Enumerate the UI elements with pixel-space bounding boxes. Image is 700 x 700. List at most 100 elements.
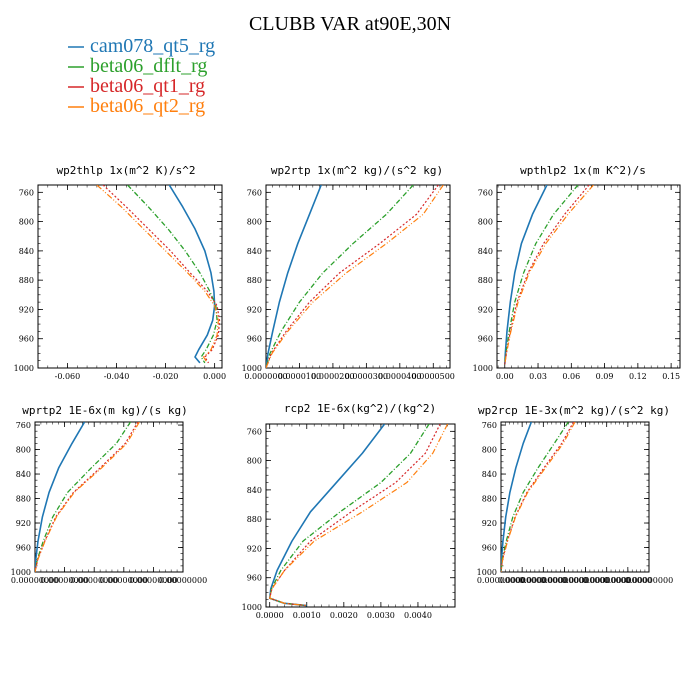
series-line-cam078_qt5_rg: [501, 422, 533, 572]
x-tick-label: 0.0000400: [378, 372, 421, 381]
x-tick-label: 0.00000000: [582, 576, 630, 585]
plot-frame: [34, 421, 184, 573]
panel-wp2rtp: wp2rtp 1x(m^2 kg)/(s^2 kg) 760 800 840 880 92…: [242, 164, 455, 381]
y-tick-label: 840: [478, 247, 493, 256]
y-tick-label: 1000: [11, 568, 31, 577]
x-tick-label: 0.0000: [256, 611, 284, 620]
series-line-cam078_qt5_rg: [168, 185, 216, 364]
x-tick-label: 0.00000000: [477, 576, 525, 585]
panel-wpthlp2: wpthlp2 1x(m K^2)/s 760 800 840 880 920 960 100…: [473, 164, 681, 381]
y-tick-label: 840: [16, 470, 31, 479]
y-tick-label: 760: [478, 188, 493, 197]
x-tick-label: 0.00000000: [604, 576, 652, 585]
series-line-cam078_qt5_rg: [268, 424, 386, 607]
x-tick-label: 0.15: [662, 372, 680, 381]
series-line-beta06_dflt_rg: [266, 185, 414, 368]
y-tick-label: 1000: [473, 364, 493, 373]
x-tick-label: 0.12: [629, 372, 647, 381]
series-line-beta06_qt1_rg: [35, 422, 139, 572]
series-line-cam078_qt5_rg: [266, 185, 322, 368]
y-tick-label: 840: [482, 470, 497, 479]
series-line-beta06_dflt_rg: [127, 185, 218, 364]
y-tick-label: 840: [19, 247, 34, 256]
series-line-beta06_qt2_rg: [35, 422, 140, 572]
x-tick-label: 0.0000300: [345, 372, 388, 381]
x-tick-label: 0.00000000: [11, 576, 59, 585]
series-line-cam078_qt5_rg: [503, 185, 548, 365]
series-line-beta06_qt1_rg: [269, 424, 441, 607]
y-tick-label: 1000: [242, 603, 262, 612]
y-tick-label: 880: [247, 276, 262, 285]
y-tick-label: 840: [247, 247, 262, 256]
series-line-beta06_qt2_rg: [504, 185, 594, 365]
figure-title: CLUBB VAR at90E,30N: [249, 13, 451, 35]
x-tick-label: 0.00000000: [40, 576, 88, 585]
x-tick-label: 0.00000000: [100, 576, 148, 585]
y-tick-label: 760: [247, 427, 262, 436]
x-tick-label: 0.00000000: [519, 576, 567, 585]
x-tick-label: 0.0030: [367, 611, 395, 620]
series-line-beta06_dflt_rg: [35, 422, 132, 572]
y-tick-label: 960: [247, 574, 262, 583]
series-line-beta06_qt1_rg: [102, 185, 221, 364]
x-tick-label: 0.00000000: [498, 576, 546, 585]
y-tick-label: 800: [247, 218, 262, 227]
y-tick-label: 800: [478, 218, 493, 227]
y-tick-label: 920: [482, 519, 497, 528]
x-tick-label: 0.00000000: [561, 576, 609, 585]
y-tick-label: 840: [247, 486, 262, 495]
y-tick-label: 880: [19, 276, 34, 285]
x-tick-label: 0.0000200: [311, 372, 354, 381]
panel-rcp2: rcp2 1E-6x(kg^2)/(kg^2) 760 800 840 880 920 96…: [242, 402, 456, 620]
x-tick-label: 0.00: [496, 372, 514, 381]
y-tick-label: 960: [16, 544, 31, 553]
series-line-beta06_dflt_rg: [501, 422, 569, 572]
series-line-beta06_qt1_rg: [501, 422, 575, 572]
plot-frame: [265, 423, 456, 608]
y-tick-label: 920: [247, 305, 262, 314]
y-tick-label: 880: [16, 495, 31, 504]
plot-frame: [37, 184, 223, 369]
y-tick-label: 800: [19, 218, 34, 227]
legend: cam078_qt5_rgbeta06_dflt_rgbeta06_qt1_rg…: [68, 35, 215, 117]
y-tick-label: 1000: [14, 364, 34, 373]
legend-label-beta06_qt2_rg: beta06_qt2_rg: [90, 95, 205, 117]
panel-wp2rcp: wp2rcp 1E-3x(m^2 kg)/(s^2 kg) 760 800 840 88…: [477, 404, 674, 585]
y-tick-label: 960: [247, 335, 262, 344]
x-tick-label: -0.040: [104, 372, 130, 381]
y-tick-label: 920: [478, 305, 493, 314]
y-tick-label: 880: [482, 495, 497, 504]
panel-title: wp2rtp 1x(m^2 kg)/(s^2 kg): [271, 164, 443, 177]
x-tick-label: 0.00000000: [540, 576, 588, 585]
x-tick-label: 0.03: [529, 372, 547, 381]
x-tick-label: 0.00000000: [625, 576, 673, 585]
x-tick-label: 0.0020: [330, 611, 358, 620]
series-line-beta06_qt2_rg: [266, 185, 444, 368]
y-tick-label: 920: [16, 519, 31, 528]
y-tick-label: 920: [19, 305, 34, 314]
y-tick-label: 960: [19, 335, 34, 344]
panel-title: wpthlp2 1x(m K^2)/s: [520, 164, 646, 177]
series-line-cam078_qt5_rg: [35, 422, 86, 572]
y-tick-label: 760: [482, 421, 497, 430]
x-tick-label: 0.09: [596, 372, 614, 381]
x-tick-label: 0.00000000: [70, 576, 118, 585]
series-line-beta06_qt1_rg: [266, 185, 439, 368]
series-line-beta06_dflt_rg: [504, 185, 579, 365]
panel-title: rcp2 1E-6x(kg^2)/(kg^2): [284, 402, 436, 415]
y-tick-label: 1000: [242, 364, 262, 373]
y-tick-label: 800: [482, 446, 497, 455]
series-line-beta06_qt1_rg: [504, 185, 590, 365]
y-tick-label: 1000: [477, 568, 497, 577]
x-tick-label: 0.0040: [404, 611, 432, 620]
y-tick-label: 880: [478, 276, 493, 285]
series-line-beta06_qt2_rg: [269, 424, 449, 607]
x-tick-label: 0.0010: [293, 611, 321, 620]
x-tick-label: 0.0000000: [244, 372, 287, 381]
panel-title: wp2rcp 1E-3x(m^2 kg)/(s^2 kg): [478, 404, 670, 417]
x-tick-label: -0.060: [55, 372, 81, 381]
legend-label-beta06_qt1_rg: beta06_qt1_rg: [90, 75, 205, 97]
series-line-beta06_qt2_rg: [96, 185, 219, 364]
legend-label-cam078_qt5_rg: cam078_qt5_rg: [90, 35, 215, 57]
